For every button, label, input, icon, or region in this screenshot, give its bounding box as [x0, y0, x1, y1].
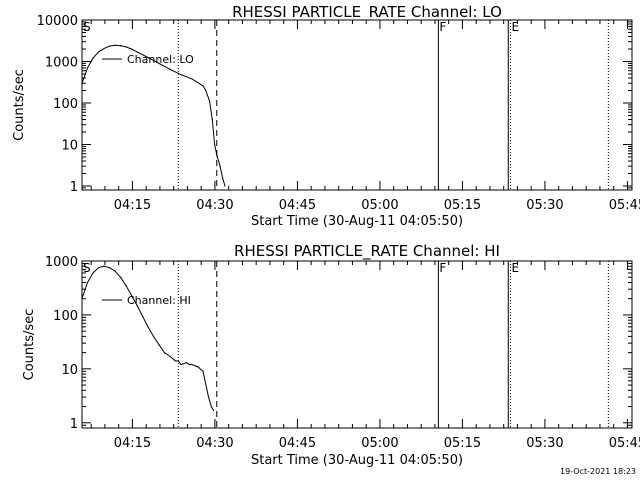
data-point: [224, 185, 226, 187]
x-tick-label: 04:45: [279, 198, 316, 213]
x-tick-label: 05:30: [526, 436, 563, 451]
data-point: [147, 326, 149, 328]
panel-hi: RHESSI PARTICLE_RATE Channel: HI 1 10 100 10…: [22, 242, 640, 468]
data-point: [125, 284, 127, 287]
data-point: [114, 44, 116, 46]
data-point: [202, 370, 204, 372]
data-point: [81, 82, 83, 84]
data-point: [191, 363, 193, 366]
data-point: [210, 405, 212, 408]
data-point: [209, 100, 211, 102]
data-point: [213, 143, 216, 146]
y-tick-label: 10: [61, 363, 78, 378]
panel-lo: RHESSI PARTICLE_RATE Channel: LO 1 10 100 10…: [12, 3, 640, 229]
y-tick-label: 1: [70, 180, 78, 195]
y-tick-label: 10000: [37, 14, 78, 29]
data-point: [185, 362, 188, 364]
marker-label: F: [439, 20, 446, 34]
data-point: [207, 396, 210, 398]
footer-timestamp: 19-Oct-2021 18:23: [560, 467, 636, 476]
marker-label: F: [439, 261, 446, 275]
series-line: [81, 44, 226, 187]
data-point: [103, 47, 105, 50]
data-point: [92, 57, 94, 59]
y-tick-label: 100: [53, 97, 78, 112]
data-point: [219, 165, 221, 167]
x-axis-label: Start Time (30-Aug-11 04:05:50): [251, 214, 463, 229]
data-point: [103, 265, 105, 267]
y-tick-label: 100: [53, 309, 78, 324]
y-tick-label: 1: [70, 417, 78, 432]
data-point: [177, 360, 179, 362]
data-point: [163, 352, 166, 354]
x-tick-label: 05:45: [609, 198, 640, 213]
data-point: [86, 281, 89, 284]
x-tick-label: 04:15: [114, 436, 151, 451]
data-point: [211, 118, 213, 121]
data-point: [130, 294, 133, 297]
y-tick-label: 1000: [45, 55, 78, 70]
corner-label: S: [83, 20, 91, 34]
data-point: [97, 267, 100, 269]
plot-frame: [81, 260, 633, 429]
data-point: [180, 74, 182, 76]
x-tick-label: 04:45: [279, 436, 316, 451]
data-point: [152, 335, 155, 337]
data-point: [86, 67, 89, 69]
data-point: [97, 51, 100, 53]
x-tick-label: 05:15: [444, 198, 481, 213]
x-tick-label: 05:30: [526, 198, 563, 213]
data-point: [119, 45, 122, 47]
data-point: [216, 156, 218, 158]
chart-title: RHESSI PARTICLE_RATE Channel: HI: [234, 242, 500, 261]
data-point: [81, 298, 83, 300]
y-tick-label: 1000: [45, 255, 78, 270]
data-point: [125, 46, 127, 48]
data-point: [141, 315, 144, 317]
x-tick-label: 04:15: [114, 198, 151, 213]
x-tick-label: 05:00: [361, 198, 398, 213]
data-point: [169, 68, 171, 70]
x-tick-label: 05:00: [361, 436, 398, 451]
data-point: [212, 409, 215, 411]
data-point: [174, 360, 177, 362]
data-point: [108, 267, 111, 269]
marker-label: E: [511, 20, 519, 34]
x-tick-label: 05:45: [609, 436, 640, 451]
data-point: [196, 366, 199, 368]
data-point: [92, 272, 94, 274]
y-axis-label: Counts/sec: [22, 309, 37, 381]
data-point: [222, 178, 224, 180]
data-point: [180, 363, 182, 366]
data-point: [130, 48, 133, 50]
data-point: [136, 51, 138, 53]
x-tick-label: 04:30: [196, 436, 233, 451]
plot-frame: [81, 19, 633, 191]
chart-title: RHESSI PARTICLE_RATE Channel: LO: [232, 3, 502, 22]
data-point: [158, 62, 160, 64]
data-point: [202, 85, 204, 87]
legend-label: Channel: HI: [127, 294, 191, 307]
legend-label: Channel: LO: [127, 53, 194, 66]
x-tick-label: 04:30: [196, 198, 233, 213]
data-point: [191, 78, 193, 80]
data-point: [119, 276, 122, 278]
series-line: [81, 265, 214, 411]
data-point: [158, 344, 160, 346]
data-point: [147, 56, 149, 59]
corner-label: S: [83, 261, 91, 275]
data-point: [136, 304, 138, 307]
y-tick-label: 10: [61, 138, 78, 153]
x-tick-label: 05:15: [444, 436, 481, 451]
data-point: [114, 270, 116, 272]
data-point: [169, 355, 171, 358]
x-axis-label: Start Time (30-Aug-11 04:05:50): [251, 453, 463, 468]
data-point: [205, 89, 207, 92]
data-point: [108, 45, 111, 47]
data-point: [188, 363, 190, 366]
marker-label: E: [511, 261, 519, 275]
y-axis-label: Counts/sec: [12, 69, 27, 141]
